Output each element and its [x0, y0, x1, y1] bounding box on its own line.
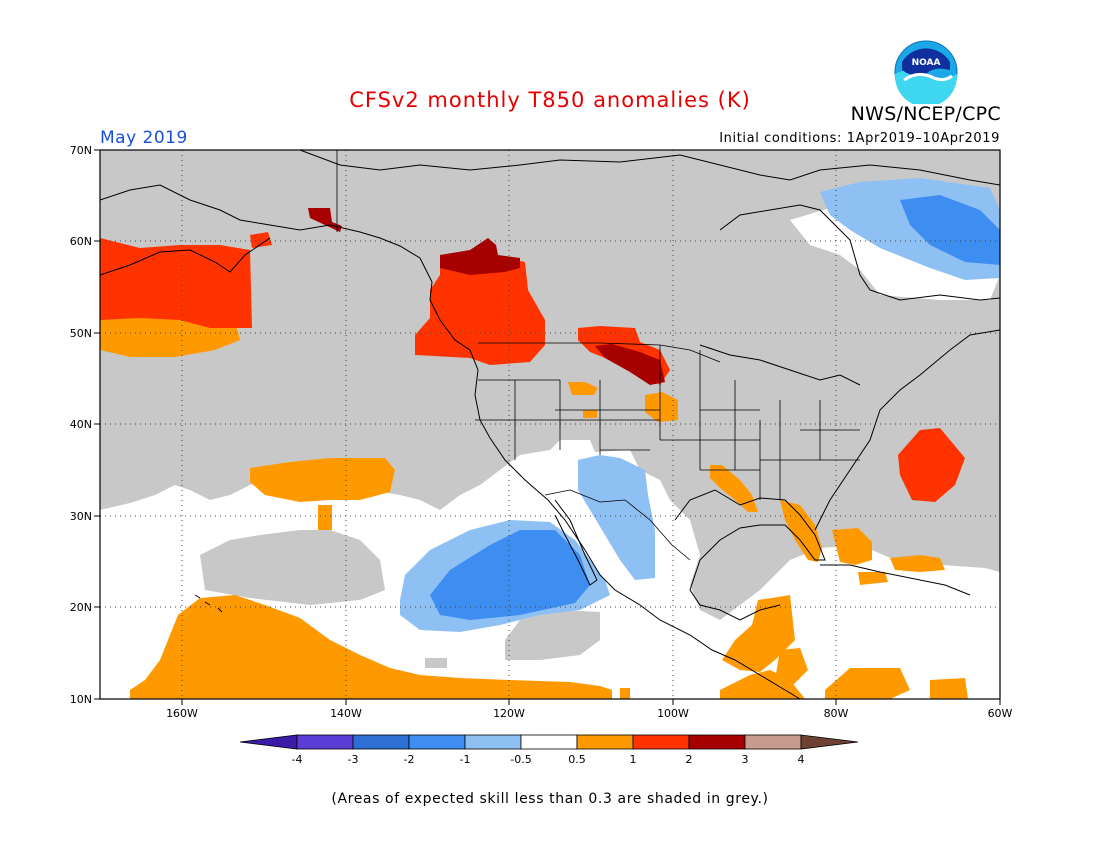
- cool-anomalies: [400, 178, 1000, 632]
- lat-label: 20N: [70, 601, 92, 614]
- colorbar-label: -4: [292, 753, 303, 766]
- colorbar-swatch: [408, 734, 466, 750]
- colorbar-label: 3: [742, 753, 749, 766]
- colorbar-swatch: [576, 734, 634, 750]
- lat-label: 10N: [70, 693, 92, 706]
- chart-title: CFSv2 monthly T850 anomalies (K): [349, 88, 751, 112]
- colorbar-label: 4: [798, 753, 805, 766]
- lon-labels: 160W 140W 120W 100W 80W 60W: [166, 707, 1012, 720]
- colorbar: -4 -3 -2 -1 -0.5 0.5 1 2 3 4: [239, 734, 859, 766]
- borders: [336, 150, 860, 561]
- lat-label: 70N: [70, 144, 92, 157]
- logo-text: NOAA: [912, 58, 941, 68]
- colorbar-swatch: [800, 734, 859, 750]
- colorbar-label: -1: [460, 753, 471, 766]
- map-field: [100, 150, 1000, 699]
- lat-label: 60N: [70, 235, 92, 248]
- agency-label: NWS/NCEP/CPC: [850, 103, 1001, 125]
- lon-label: 140W: [330, 707, 362, 720]
- lon-label: 160W: [166, 707, 198, 720]
- colorbar-swatch: [688, 734, 746, 750]
- colorbar-label: -2: [404, 753, 415, 766]
- colorbar-swatch: [239, 734, 298, 750]
- initial-conditions-label: Initial conditions: 1Apr2019–10Apr2019: [719, 131, 1000, 146]
- lat-labels: 70N 60N 50N 40N 30N 20N 10N: [70, 144, 92, 706]
- colorbar-label: 2: [686, 753, 693, 766]
- valid-month-label: May 2019: [100, 128, 188, 148]
- colorbar-label: -0.5: [510, 753, 531, 766]
- colorbar-label: -3: [348, 753, 359, 766]
- axis-ticks: [94, 149, 1001, 705]
- colorbar-label: 1: [630, 753, 637, 766]
- lon-label: 80W: [824, 707, 849, 720]
- coastlines: [100, 150, 1000, 699]
- colorbar-swatch: [464, 734, 522, 750]
- lon-label: 60W: [988, 707, 1013, 720]
- colorbar-swatch: [632, 734, 690, 750]
- noaa-logo-icon: NOAA: [894, 40, 958, 104]
- lat-label: 40N: [70, 418, 92, 431]
- colorbar-swatch: [520, 734, 578, 750]
- colorbar-swatch: [352, 734, 410, 750]
- low-skill-shading: [100, 150, 1000, 668]
- lon-label: 120W: [493, 707, 525, 720]
- colorbar-swatch: [296, 734, 354, 750]
- lat-label: 30N: [70, 510, 92, 523]
- lat-label: 50N: [70, 327, 92, 340]
- skill-footnote: (Areas of expected skill less than 0.3 a…: [331, 791, 769, 807]
- colorbar-swatch: [744, 734, 802, 750]
- colorbar-label: 0.5: [568, 753, 586, 766]
- lon-label: 100W: [657, 707, 689, 720]
